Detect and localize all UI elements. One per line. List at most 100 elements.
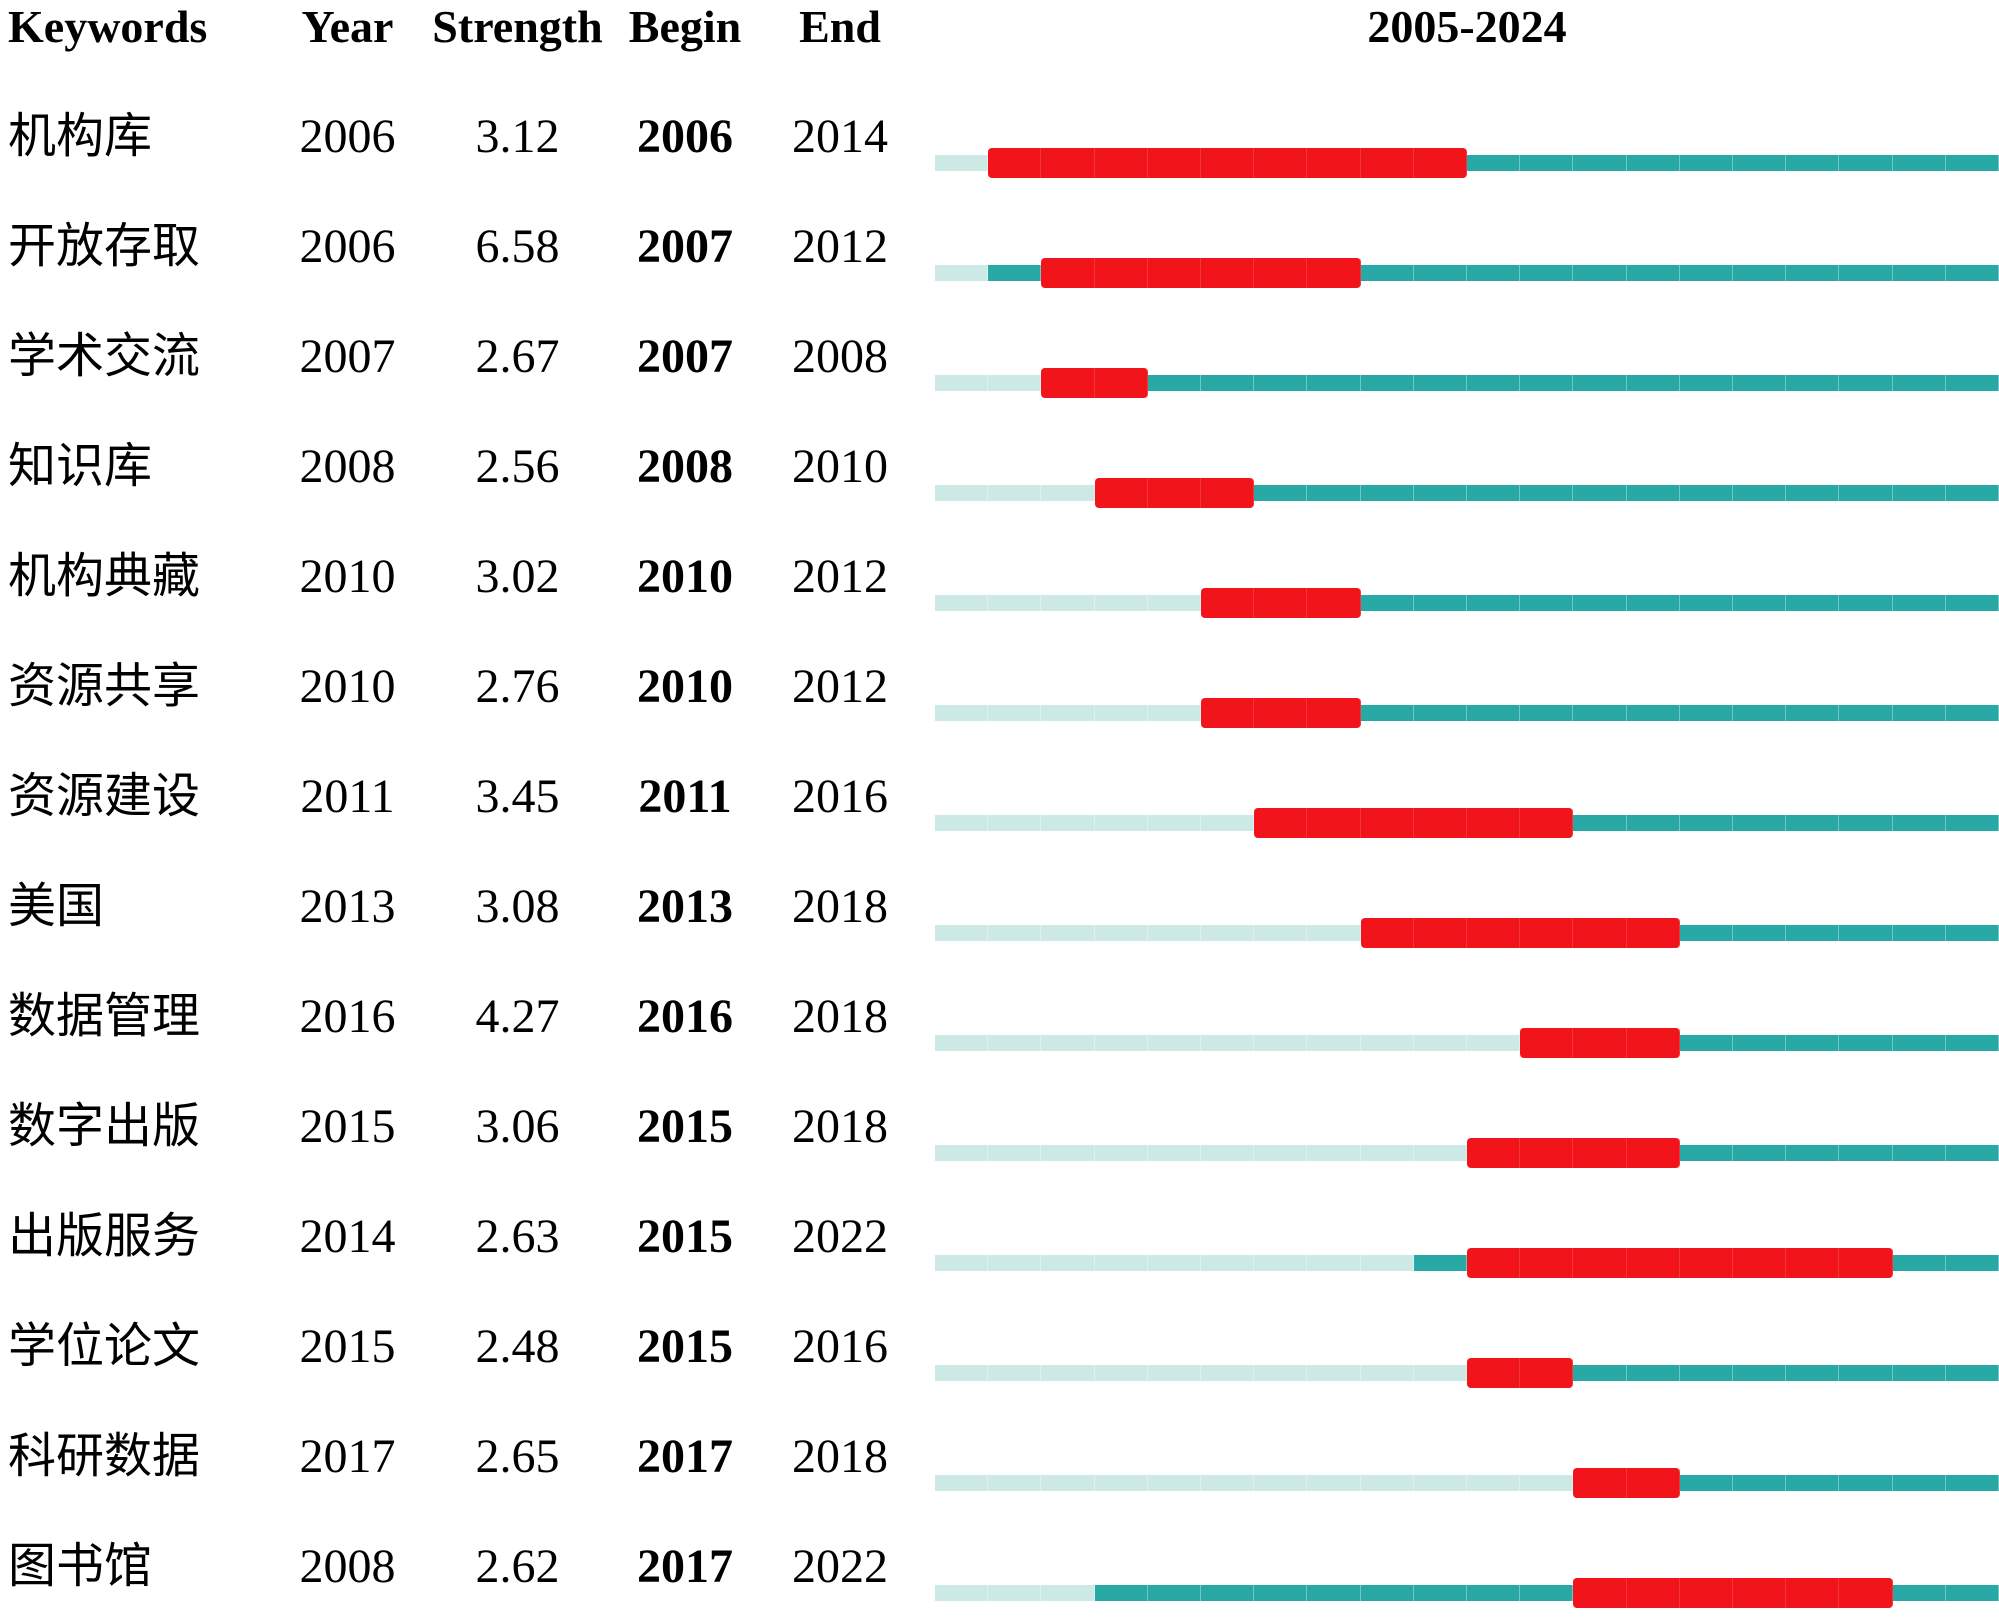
strength-value: 3.02 [475, 550, 560, 603]
burst-segment [1147, 258, 1202, 288]
begin-value: 2013 [637, 880, 733, 933]
pre-appearance-segment [1201, 925, 1255, 941]
active-segment [1201, 375, 1255, 391]
active-segment [1839, 1365, 1893, 1381]
begin-value: 2015 [637, 1100, 733, 1153]
burst-timeline-bar [935, 1026, 1999, 1060]
active-segment [1520, 595, 1574, 611]
pre-appearance-segment [1094, 705, 1148, 721]
active-segment [1679, 375, 1734, 391]
active-segment [1307, 485, 1361, 501]
pre-appearance-segment [988, 375, 1042, 391]
strength-value: 3.06 [475, 1100, 560, 1153]
active-segment [1945, 1035, 1999, 1051]
active-segment [1094, 1585, 1148, 1601]
active-segment [1679, 1475, 1734, 1491]
strength-value: 6.58 [475, 220, 560, 273]
burst-timeline-bar [935, 1466, 1999, 1500]
active-segment [1892, 815, 1946, 831]
active-segment [1892, 1035, 1946, 1051]
active-segment [1733, 1035, 1787, 1051]
active-segment [1945, 1255, 1999, 1271]
active-segment [1786, 595, 1840, 611]
active-segment [1786, 155, 1840, 171]
burst-segment [1839, 1248, 1893, 1278]
active-segment [1626, 1365, 1680, 1381]
active-segment [1892, 595, 1946, 611]
year-value: 2006 [299, 220, 396, 273]
pre-appearance-segment [988, 1365, 1042, 1381]
pre-appearance-segment [1041, 1255, 1095, 1271]
begin-value: 2008 [637, 440, 733, 493]
burst-segment [1626, 1138, 1680, 1168]
burst-timeline-bar [935, 1246, 1999, 1280]
active-segment [1892, 1585, 1946, 1601]
table-row: 学术交流 2007 2.67 2007 2008 [0, 315, 1999, 425]
burst-timeline-bar [935, 1576, 1999, 1610]
year-value: 2011 [300, 770, 395, 823]
pre-appearance-segment [1467, 1035, 1521, 1051]
table-row: 出版服务 2014 2.63 2015 2022 [0, 1195, 1999, 1305]
table-row: 开放存取 2006 6.58 2007 2012 [0, 205, 1999, 315]
active-segment [1945, 925, 1999, 941]
active-segment [1733, 1365, 1787, 1381]
burst-segment [1360, 808, 1414, 838]
keyword-label: 资源共享 [8, 660, 201, 713]
active-segment [1573, 595, 1627, 611]
table-row: 资源共享 2010 2.76 2010 2012 [0, 645, 1999, 755]
active-segment [1520, 1585, 1574, 1601]
pre-appearance-segment [988, 1475, 1042, 1491]
burst-segment [1041, 258, 1095, 288]
burst-timeline-bar [935, 1136, 1999, 1170]
pre-appearance-segment [1360, 1475, 1414, 1491]
burst-segment [1041, 148, 1095, 178]
strength-value: 2.48 [475, 1320, 560, 1373]
active-segment [1147, 375, 1202, 391]
pre-appearance-segment [935, 375, 989, 391]
table-row: 美国 2013 3.08 2013 2018 [0, 865, 1999, 975]
active-segment [1839, 705, 1893, 721]
burst-segment [1573, 918, 1627, 948]
pre-appearance-segment [1041, 815, 1095, 831]
table-row: 资源建设 2011 3.45 2011 2016 [0, 755, 1999, 865]
burst-segment [1467, 918, 1521, 948]
active-segment [1254, 1585, 1308, 1601]
burst-timeline-bar [935, 256, 1999, 290]
burst-timeline-bar [935, 146, 1999, 180]
keyword-label: 数字出版 [8, 1100, 201, 1153]
end-value: 2010 [792, 440, 888, 493]
active-segment [1626, 265, 1680, 281]
active-segment [1786, 1475, 1840, 1491]
pre-appearance-segment [1307, 1145, 1361, 1161]
active-segment [1626, 705, 1680, 721]
active-segment [1945, 705, 1999, 721]
pre-appearance-segment [935, 925, 989, 941]
active-segment [1733, 925, 1787, 941]
active-segment [1679, 265, 1734, 281]
burst-timeline-bar [935, 806, 1999, 840]
pre-appearance-segment [1520, 1475, 1574, 1491]
pre-appearance-segment [1041, 1035, 1095, 1051]
year-value: 2010 [299, 660, 396, 713]
active-segment [1839, 1145, 1893, 1161]
end-value: 2022 [792, 1210, 888, 1263]
active-segment [1945, 485, 1999, 501]
burst-segment [1467, 1138, 1521, 1168]
burst-segment [1626, 1468, 1680, 1498]
active-segment [1945, 265, 1999, 281]
burst-segment [1254, 808, 1308, 838]
active-segment [1839, 815, 1893, 831]
year-value: 2008 [299, 1540, 396, 1593]
pre-appearance-segment [1360, 1145, 1414, 1161]
pre-appearance-segment [1307, 1035, 1361, 1051]
pre-appearance-segment [935, 705, 989, 721]
active-segment [1839, 155, 1893, 171]
active-segment [1945, 815, 1999, 831]
pre-appearance-segment [1147, 595, 1202, 611]
year-value: 2006 [299, 110, 396, 163]
active-segment [1520, 705, 1574, 721]
pre-appearance-segment [1413, 1035, 1468, 1051]
year-value: 2017 [299, 1430, 396, 1483]
pre-appearance-segment [1041, 485, 1095, 501]
